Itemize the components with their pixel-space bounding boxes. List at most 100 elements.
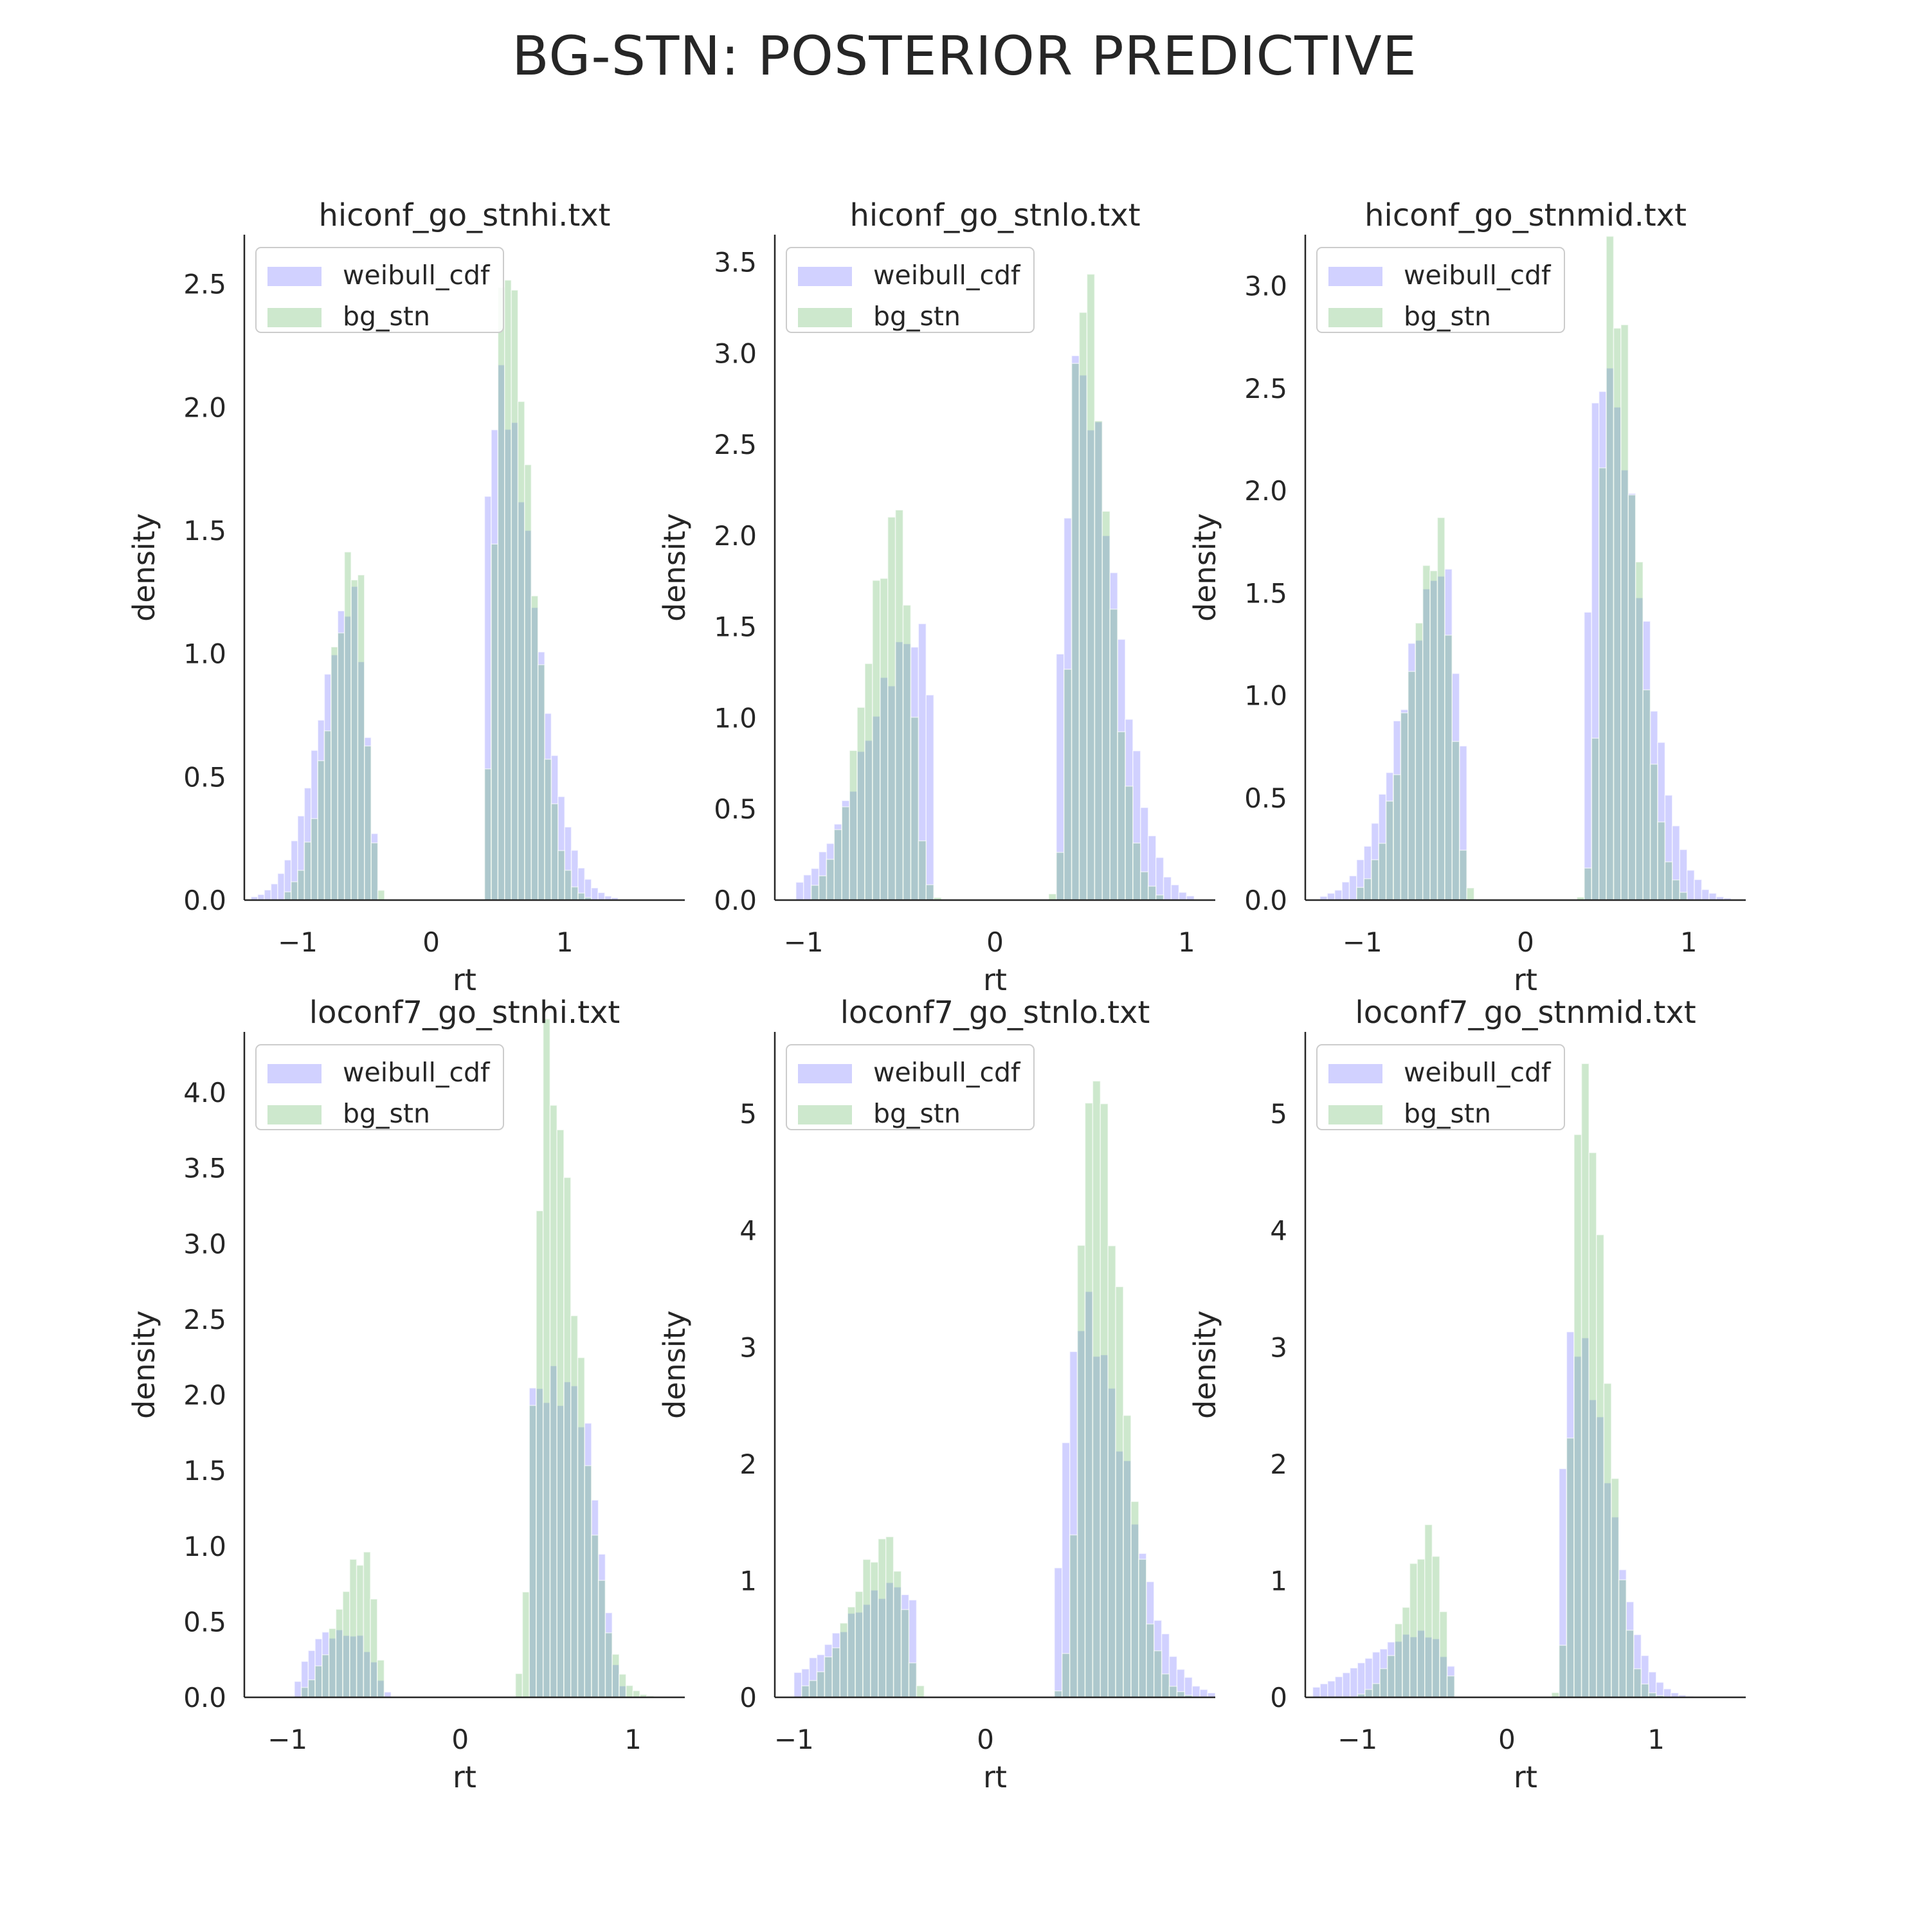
x-tick-label: −1 [1337, 1724, 1377, 1755]
legend-frame [786, 247, 1035, 333]
x-tick-label: −1 [1343, 926, 1382, 958]
hist-bar [517, 401, 525, 901]
y-tick-label: 1 [1270, 1565, 1287, 1596]
hist-bar [1408, 671, 1416, 901]
hist-bar [294, 1681, 302, 1698]
y-tick-label: 0.0 [1244, 885, 1287, 916]
y-tick-label: 4.0 [183, 1077, 226, 1108]
hist-bar [556, 1129, 565, 1698]
y-tick-label: 2 [1270, 1449, 1287, 1480]
legend-label-bg_stn: bg_stn [873, 301, 961, 332]
hist-bar [537, 664, 545, 901]
hist-bar [1620, 324, 1629, 901]
hist-bar [839, 1622, 848, 1698]
hist-bar [1084, 1102, 1094, 1698]
hist-bar [1459, 849, 1467, 901]
hist-bar [1591, 737, 1600, 901]
y-tick-label: 0.0 [183, 885, 226, 916]
x-tick-label: 1 [556, 926, 574, 958]
hist-bar [570, 1315, 579, 1698]
hist-bar [342, 1591, 350, 1698]
hist-bar [1054, 1690, 1063, 1698]
hist-bar [1379, 1668, 1388, 1698]
subplot-1: 0.0 0.5 1.0 1.5 2.0 2.5 −1 0 1 rt density hiconf_go… [127, 197, 685, 997]
y-tick-label: 2.5 [714, 429, 757, 460]
hist-bar [1686, 869, 1695, 901]
hist-bar [1191, 1685, 1200, 1698]
hist-bar [536, 1210, 544, 1698]
series-weibull_cdf [1319, 367, 1732, 901]
x-tick-label: −1 [774, 1724, 814, 1755]
hist-bar [1672, 879, 1680, 901]
y-tick-label: 1.0 [183, 1531, 226, 1562]
y-tick-label: 0.5 [714, 793, 757, 825]
hist-bar [563, 1177, 572, 1698]
hist-bar [632, 1690, 640, 1698]
hist-bar [855, 1591, 864, 1698]
hist-bar [1618, 1579, 1627, 1698]
legend: weibull_cdf bg_stn [786, 247, 1035, 333]
hist-bar [570, 886, 579, 901]
hist-bar [1364, 1688, 1373, 1698]
hist-bar [1701, 889, 1710, 901]
hist-bar [1663, 1688, 1672, 1698]
x-tick-label: −1 [784, 926, 824, 958]
hist-bar [357, 574, 365, 901]
y-tick-label: 2.5 [183, 1304, 226, 1335]
x-axis-label: rt [453, 1760, 476, 1794]
hist-bar [521, 1591, 530, 1698]
hist-bar [900, 1609, 910, 1698]
y-tick-label: 2 [739, 1449, 757, 1480]
hist-bar [1573, 1133, 1582, 1698]
subplot-title: loconf7_go_stnlo.txt [840, 995, 1150, 1031]
hist-bar [831, 1647, 840, 1698]
hist-bar [349, 1558, 358, 1698]
hist-bar [1417, 1558, 1426, 1698]
hist-bar [550, 803, 559, 901]
hist-bar [918, 840, 927, 901]
hist-bar [1101, 510, 1110, 901]
hist-bar [1319, 1683, 1328, 1698]
legend-label-bg_stn: bg_stn [1404, 301, 1491, 332]
hist-bar [323, 730, 332, 901]
hist-bar [1603, 1382, 1612, 1698]
hist-bar [1071, 363, 1080, 901]
hist-bar [885, 1536, 894, 1698]
hist-bar [337, 632, 345, 901]
legend-label-weibull_cdf: weibull_cdf [343, 260, 491, 291]
series-weibull_cdf [1312, 1331, 1694, 1698]
hist-bar [1100, 1103, 1109, 1698]
hist-bar [1598, 467, 1607, 901]
y-axis-label: density [657, 513, 692, 622]
hist-bar [1402, 1607, 1411, 1698]
hist-bar [297, 869, 305, 901]
hist-bar [1334, 1676, 1343, 1698]
hist-bar [277, 872, 285, 901]
hist-bar [1063, 669, 1073, 901]
hist-bar [1466, 887, 1475, 901]
hist-bar [1130, 1501, 1139, 1698]
y-tick-label: 2.0 [183, 1380, 226, 1411]
hist-bar [847, 1606, 856, 1698]
y-axis-label: density [657, 1310, 692, 1419]
y-tick-label: 0.0 [183, 1682, 226, 1713]
legend-swatch-weibull_cdf [267, 267, 322, 286]
hist-bar [530, 595, 539, 901]
y-tick-label: 1.5 [1244, 577, 1287, 609]
hist-bar [1409, 1563, 1418, 1698]
x-tick-label: 0 [422, 926, 440, 958]
legend-frame [255, 1044, 504, 1130]
hist-bar [1436, 517, 1445, 901]
hist-bar [604, 1632, 613, 1698]
series-bg_stn [1356, 235, 1688, 901]
hist-bar [801, 1685, 810, 1698]
hist-bar [1076, 1245, 1086, 1698]
hist-bar [1054, 1567, 1063, 1698]
hist-bar [377, 889, 385, 901]
hist-bar [856, 707, 865, 901]
hist-bar [1155, 856, 1164, 901]
hist-bar [1584, 867, 1592, 901]
hist-bar [841, 806, 850, 901]
